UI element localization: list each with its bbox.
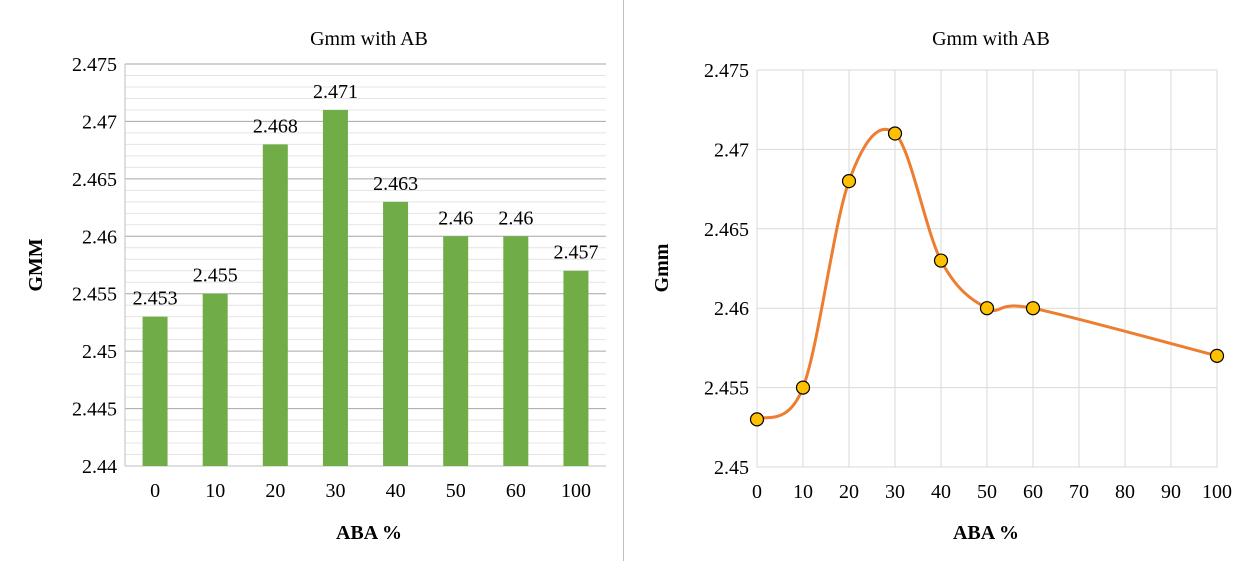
x-tick-label: 50 bbox=[446, 480, 466, 502]
bar bbox=[322, 109, 348, 466]
bar bbox=[262, 144, 288, 466]
bar-chart-panel: Gmm with AB 2.44 2.445 2.45 2.455 2.46 2.465 2… bbox=[0, 0, 623, 561]
line-chart: Gmm with AB 2.452.4552.462.4652.472.475 … bbox=[651, 28, 1232, 544]
x-tick-label: 40 bbox=[386, 480, 406, 502]
x-tick-label: 10 bbox=[205, 480, 225, 502]
x-tick-label: 30 bbox=[885, 481, 905, 503]
x-tick-label: 50 bbox=[977, 481, 997, 503]
x-tick-label: 20 bbox=[839, 481, 859, 503]
data-label: 2.468 bbox=[253, 115, 298, 137]
data-label: 2.453 bbox=[133, 288, 178, 310]
data-label: 2.471 bbox=[313, 81, 358, 103]
y-tick-label: 2.47 bbox=[82, 111, 117, 133]
bar bbox=[563, 270, 589, 466]
y-axis-label: GMM bbox=[25, 238, 47, 291]
x-tick-label: 10 bbox=[793, 481, 813, 503]
y-tick-label: 2.475 bbox=[704, 60, 749, 82]
bar bbox=[142, 316, 168, 466]
y-tick-label: 2.445 bbox=[72, 399, 117, 421]
data-point bbox=[887, 126, 903, 141]
y-axis-label: Gmm bbox=[651, 243, 673, 292]
x-tick-labels: 0 10 20 30 40 50 60 70 80 90 100 bbox=[752, 481, 1232, 503]
x-tick-label: 60 bbox=[506, 480, 526, 502]
x-tick-label: 100 bbox=[1202, 481, 1232, 503]
x-tick-label: 20 bbox=[265, 480, 285, 502]
data-point bbox=[1209, 348, 1225, 363]
y-tick-label: 2.47 bbox=[714, 139, 749, 161]
bar-chart: Gmm with AB 2.442.4452.452.4552.462.4652… bbox=[25, 28, 606, 544]
line-chart-panel: Gmm with AB 2.45 2.455 2.46 2.465 2.47 2.475 … bbox=[626, 0, 1249, 561]
data-point bbox=[841, 174, 857, 189]
data-label: 2.463 bbox=[373, 173, 418, 195]
y-tick-label: 2.45 bbox=[714, 457, 749, 479]
data-point bbox=[933, 253, 949, 268]
x-tick-label: 60 bbox=[1023, 481, 1043, 503]
x-tick-label: 40 bbox=[931, 481, 951, 503]
x-tick-label: 0 bbox=[752, 481, 762, 503]
x-tick-label: 0 bbox=[150, 480, 160, 502]
data-label: 2.457 bbox=[553, 242, 598, 264]
x-tick-label: 30 bbox=[325, 480, 345, 502]
y-tick-label: 2.45 bbox=[82, 341, 117, 363]
bar bbox=[503, 236, 529, 466]
y-tick-label: 2.44 bbox=[82, 456, 117, 478]
bars bbox=[142, 109, 589, 467]
x-tick-labels: 0 10 20 30 40 50 60 100 bbox=[150, 480, 591, 502]
y-tick-label: 2.455 bbox=[704, 378, 749, 400]
bar bbox=[443, 236, 469, 466]
data-point bbox=[1025, 301, 1041, 316]
bar bbox=[202, 293, 228, 466]
y-tick-label: 2.46 bbox=[82, 226, 117, 248]
y-tick-labels: 2.45 2.455 2.46 2.465 2.47 2.475 bbox=[704, 60, 749, 479]
data-label: 2.46 bbox=[498, 207, 533, 229]
data-point bbox=[795, 380, 811, 395]
x-tick-label: 80 bbox=[1115, 481, 1135, 503]
x-axis-label: ABA % bbox=[953, 522, 1019, 544]
panel-divider bbox=[623, 0, 624, 561]
data-label: 2.455 bbox=[193, 265, 238, 287]
data-label: 2.46 bbox=[438, 207, 473, 229]
x-tick-label: 100 bbox=[561, 480, 591, 502]
gridlines bbox=[756, 69, 1218, 468]
x-tick-label: 70 bbox=[1069, 481, 1089, 503]
data-point bbox=[749, 412, 765, 427]
y-tick-label: 2.465 bbox=[72, 169, 117, 191]
data-points bbox=[749, 126, 1225, 427]
data-labels: 2.453 2.455 2.468 2.471 2.463 2.46 2.46 2.457 bbox=[133, 81, 599, 310]
y-tick-label: 2.465 bbox=[704, 219, 749, 241]
x-tick-label: 90 bbox=[1161, 481, 1181, 503]
bar bbox=[383, 201, 409, 467]
chart-title: Gmm with AB bbox=[310, 28, 428, 50]
y-tick-label: 2.46 bbox=[714, 298, 749, 320]
y-tick-label: 2.455 bbox=[72, 284, 117, 306]
data-point bbox=[979, 301, 995, 316]
y-tick-labels: 2.44 2.445 2.45 2.455 2.46 2.465 2.47 2.475 bbox=[72, 54, 117, 478]
x-axis-label: ABA % bbox=[336, 522, 402, 544]
chart-title: Gmm with AB bbox=[932, 28, 1050, 50]
y-tick-label: 2.475 bbox=[72, 54, 117, 76]
